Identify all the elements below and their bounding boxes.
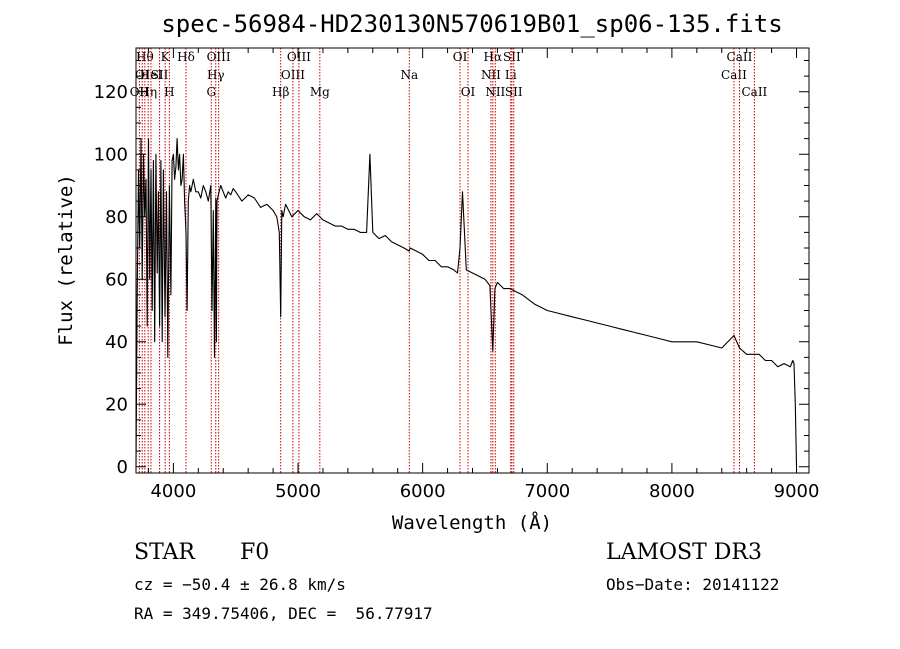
marker-label-21: NII <box>485 85 505 99</box>
y-tick-label-100: 100 <box>94 144 128 165</box>
marker-label-16: Na <box>400 68 418 82</box>
y-axis: 0 20 40 60 80 100 120 <box>94 60 809 478</box>
marker-label-19: NII <box>481 68 501 82</box>
marker-label-17: OI <box>453 50 468 64</box>
spectrum-series <box>135 138 798 467</box>
x-axis: 4000 5000 6000 7000 8000 9000 <box>147 48 820 502</box>
plot-frame <box>135 47 810 474</box>
survey-name: LAMOST DR3 <box>606 540 762 565</box>
marker-label-4: HeI <box>140 68 163 82</box>
y-tick-label-80: 80 <box>105 207 128 228</box>
y-axis-label: Flux (relative) <box>55 174 77 346</box>
marker-label-27: CaII <box>741 85 767 99</box>
marker-label-25: CaII <box>721 68 747 82</box>
obs-date: Obs−Date: 20141122 <box>606 575 780 594</box>
marker-label-11: OIII <box>207 50 231 64</box>
marker-label-20: Hα <box>484 50 503 64</box>
marker-label-13: OIII <box>281 68 305 82</box>
marker-label-3: Hη <box>139 85 157 99</box>
marker-label-12: Hβ <box>272 85 289 99</box>
marker-label-10: Hγ <box>207 68 225 82</box>
marker-label-22: Li <box>505 68 517 82</box>
line-markers: OIIOIHθHηHeISIIKHHδGHγOIIIHβOIIIOIIIMgNa… <box>130 48 768 473</box>
flux-line <box>135 138 798 467</box>
x-axis-label: Wavelength (Å) <box>392 511 552 534</box>
y-tick-label-40: 40 <box>105 332 128 353</box>
x-tick-label-8000: 8000 <box>649 481 695 502</box>
redshift-cz: cz = −50.4 ± 26.8 km/s <box>134 575 346 594</box>
object-type: STAR <box>134 540 195 565</box>
marker-label-18: OI <box>461 85 476 99</box>
y-tick-label-20: 20 <box>105 394 128 415</box>
y-tick-label-60: 60 <box>105 269 128 290</box>
marker-label-14: OIII <box>287 50 311 64</box>
x-tick-label-5000: 5000 <box>275 481 321 502</box>
x-tick-label-9000: 9000 <box>774 481 820 502</box>
chart-title: spec-56984-HD230130N570619B01_sp06-135.f… <box>161 10 782 38</box>
x-tick-label-7000: 7000 <box>524 481 570 502</box>
marker-label-24: SII <box>505 85 523 99</box>
marker-label-26: CaII <box>727 50 753 64</box>
marker-label-8: Hδ <box>177 50 195 64</box>
marker-label-7: H <box>164 85 174 99</box>
x-tick-label-6000: 6000 <box>400 481 446 502</box>
y-tick-label-120: 120 <box>94 82 128 103</box>
marker-label-23: SII <box>503 50 521 64</box>
marker-label-1: OI <box>135 68 150 82</box>
marker-label-6: K <box>161 50 171 64</box>
marker-label-15: Mg <box>310 85 330 99</box>
y-tick-label-0: 0 <box>117 457 128 478</box>
marker-label-9: G <box>206 85 216 99</box>
coordinates: RA = 349.75406, DEC = 56.77917 <box>134 604 433 623</box>
marker-label-5: SII <box>151 68 169 82</box>
x-tick-label-4000: 4000 <box>150 481 196 502</box>
subclass: F0 <box>240 540 270 565</box>
